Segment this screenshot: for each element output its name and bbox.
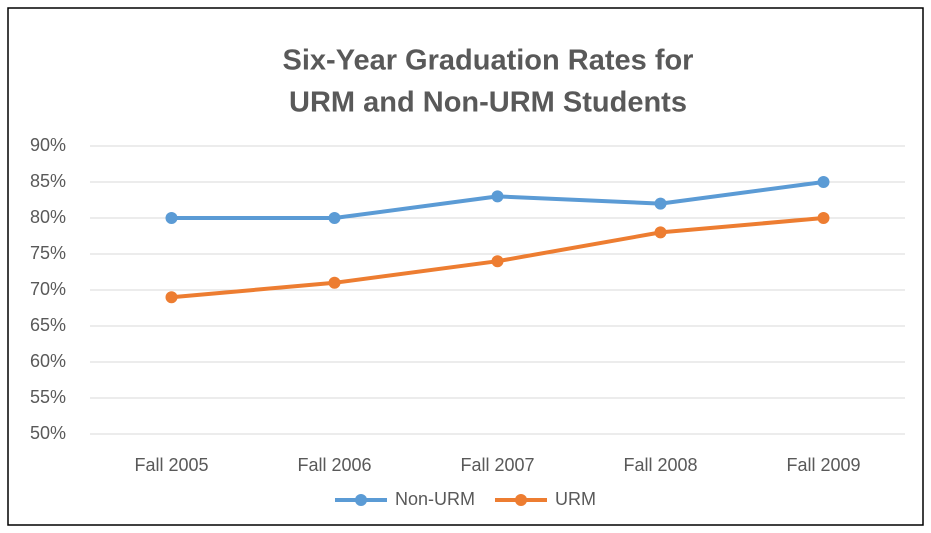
x-tick-label: Fall 2008 [623,455,697,475]
data-point [491,255,504,268]
y-tick-label: 80% [30,207,66,227]
x-tick-label: Fall 2009 [786,455,860,475]
data-point [654,226,667,239]
y-tick-label: 55% [30,387,66,407]
y-tick-label: 60% [30,351,66,371]
y-tick-label: 65% [30,315,66,335]
legend-marker [355,494,367,506]
y-tick-label: 75% [30,243,66,263]
data-point [328,212,341,224]
legend-label: URM [555,489,596,509]
data-point [328,276,341,289]
data-point [165,291,178,304]
data-point [165,212,178,224]
y-tick-label: 85% [30,171,66,191]
chart-title: Six-Year Graduation Rates for [283,45,694,77]
x-tick-label: Fall 2006 [297,455,371,475]
chart-title: URM and Non-URM Students [289,87,687,119]
x-tick-label: Fall 2005 [134,455,208,475]
legend-marker [515,494,527,506]
y-tick-label: 90% [30,135,66,155]
data-point [817,212,830,224]
data-point [654,197,667,210]
legend-label: Non-URM [395,489,475,509]
data-point [491,190,504,203]
x-tick-label: Fall 2007 [460,455,534,475]
y-tick-label: 50% [30,423,66,443]
data-point [817,176,830,188]
y-tick-label: 70% [30,279,66,299]
